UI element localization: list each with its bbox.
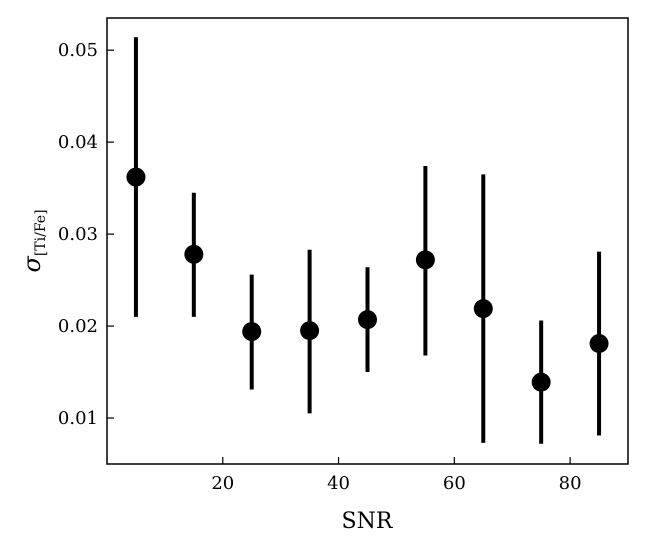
x-axis-label: SNR (342, 509, 394, 534)
data-point (184, 244, 204, 264)
y-axis-label-symbol: σ (18, 256, 46, 273)
data-point (531, 372, 551, 392)
y-tick-label: 0.05 (58, 40, 98, 61)
x-axis: 20 40 60 80 (211, 457, 582, 494)
data-point (358, 310, 377, 330)
data-point (126, 167, 146, 187)
x-tick-label: 20 (211, 473, 234, 494)
data-point (589, 334, 609, 354)
data-point (473, 299, 493, 319)
x-tick-label: 60 (443, 473, 466, 494)
y-tick-label: 0.02 (58, 316, 98, 337)
y-axis: 0.01 0.02 0.03 0.04 0.05 (58, 40, 114, 429)
y-tick-label: 0.04 (58, 132, 98, 153)
data-point (415, 250, 435, 270)
y-axis-label: σ[Ti/Fe] (18, 209, 49, 272)
plot-area (106, 17, 629, 465)
x-tick-label: 40 (327, 473, 350, 494)
data-points (126, 167, 609, 392)
y-axis-label-subscript: [Ti/Fe] (33, 209, 49, 256)
y-tick-label: 0.03 (58, 224, 98, 245)
x-tick-label: 80 (559, 473, 582, 494)
data-point (242, 322, 262, 342)
y-tick-label: 0.01 (58, 408, 98, 429)
data-point (300, 321, 320, 341)
